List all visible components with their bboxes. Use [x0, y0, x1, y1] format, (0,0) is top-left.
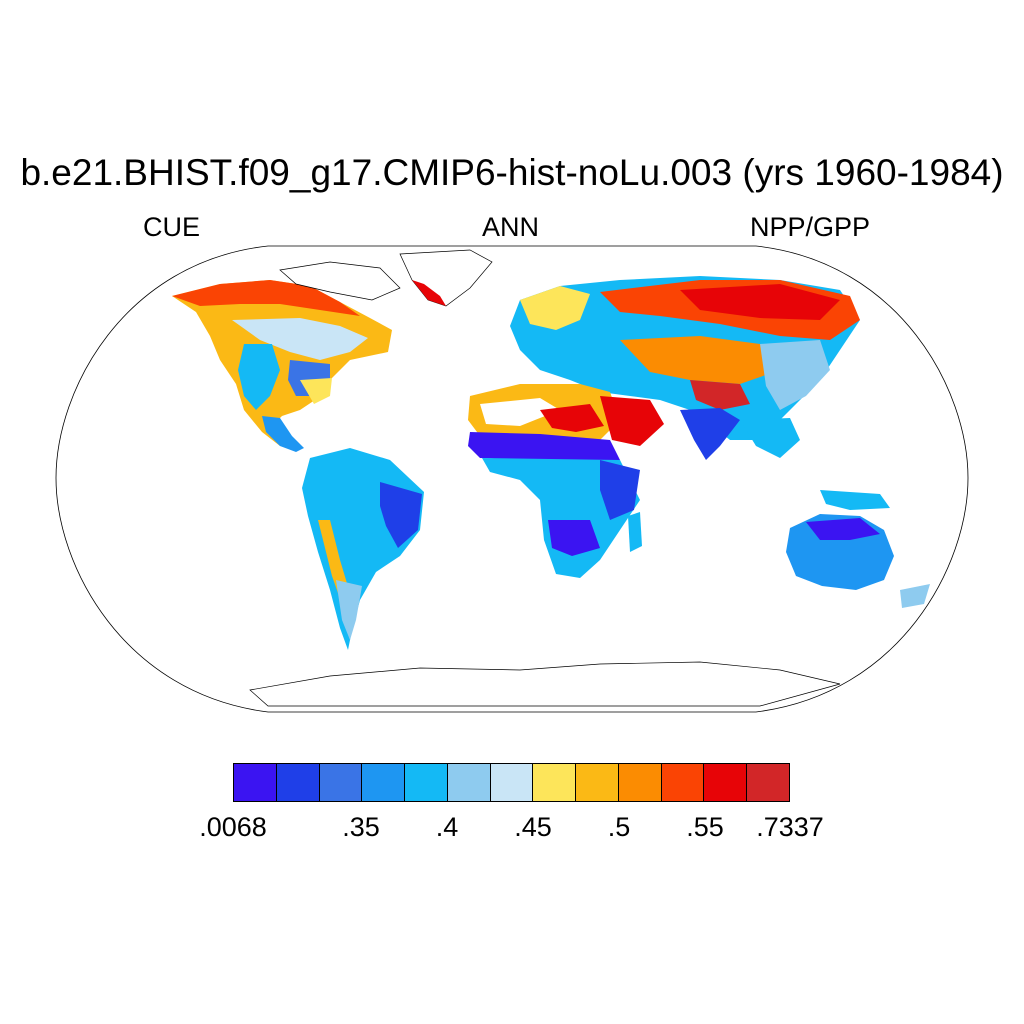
north-america-southeast [300, 378, 332, 404]
colorbar-tick-label: .45 [514, 812, 552, 842]
madagascar [628, 512, 642, 552]
colorbar-ticks: .0068 .35 .4 .45 .5 .55 .7337 [0, 812, 1024, 852]
colorbar-swatch [747, 764, 789, 801]
colorbar-swatch [576, 764, 619, 801]
colorbar-swatch [276, 764, 320, 801]
colorbar-swatch [661, 764, 705, 801]
east-asia [760, 340, 830, 410]
tibet [690, 380, 750, 410]
variable-label: CUE [143, 212, 201, 242]
map-title: b.e21.BHIST.f09_g17.CMIP6-hist-noLu.003 … [20, 152, 1004, 193]
sahara-blank-1 [480, 398, 560, 426]
siberia-core [680, 284, 840, 320]
north-america-mid [232, 318, 368, 360]
australia-north [806, 518, 880, 540]
new-guinea [820, 490, 890, 510]
north-america-region [172, 280, 392, 448]
colorbar-swatch [618, 764, 662, 801]
colorbar-tick-label: .7337 [756, 812, 824, 842]
africa-east [600, 460, 640, 520]
canadian-arctic [279, 261, 401, 301]
colorbar-swatch [362, 764, 406, 801]
sahara-hot [540, 404, 604, 432]
season-label: ANN [482, 212, 540, 242]
arabia [600, 396, 664, 446]
new-zealand [900, 584, 930, 608]
colorbar-swatch [533, 764, 577, 801]
colorbar-swatch [405, 764, 448, 801]
africa-south-central [548, 520, 600, 556]
central-asia [620, 336, 780, 384]
southeast-asia [740, 418, 800, 458]
europe-west [520, 286, 590, 330]
colorbar-tick-label: .5 [607, 812, 631, 842]
antarctica-outline [249, 661, 841, 707]
south-america-south [336, 580, 362, 640]
colorbar-swatch [447, 764, 491, 801]
colorbar-tick-label: .55 [686, 812, 724, 842]
greenland-coast [412, 280, 446, 306]
colorbar-swatch [319, 764, 363, 801]
sahel-band [468, 432, 620, 460]
south-america-east [380, 482, 422, 548]
central-america [262, 416, 304, 452]
colorbar-swatch [704, 764, 748, 801]
india [680, 408, 740, 460]
colorbar-tick-label: .4 [435, 812, 459, 842]
colorbar-tick-label: .0068 [199, 812, 267, 842]
colorbar [233, 763, 790, 802]
colorbar-tick-label: .35 [342, 812, 380, 842]
north-america-north [172, 280, 360, 316]
colorbar-swatch [234, 764, 277, 801]
colorbar-swatch [490, 764, 534, 801]
north-america-west [238, 344, 280, 410]
units-label: NPP/GPP [750, 212, 871, 242]
